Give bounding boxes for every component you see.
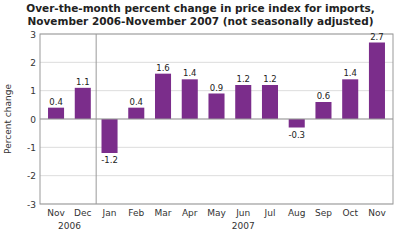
grid-line — [40, 147, 393, 148]
data-label: 1.1 — [76, 77, 90, 87]
y-tick-label: 1 — [30, 86, 36, 96]
separator-line — [96, 34, 97, 204]
y-tick-label: 3 — [30, 30, 36, 40]
grid-line — [40, 119, 393, 120]
data-label: 0.6 — [317, 91, 331, 101]
year-label: 2006 — [58, 221, 81, 231]
grid — [40, 34, 393, 204]
bar — [182, 79, 198, 119]
bar — [289, 119, 305, 128]
bar — [48, 108, 64, 119]
x-tick-label: Dec — [74, 208, 91, 218]
bar — [369, 43, 385, 120]
title: Over-the-month percent change in price i… — [26, 2, 375, 14]
bars — [48, 43, 385, 154]
x-tick-label: Jun — [235, 208, 250, 218]
y-axis-label: Percent change — [3, 84, 13, 154]
chart: Over-the-month percent change in price i… — [0, 0, 401, 238]
bar — [235, 85, 251, 119]
subtitle: November 2006-November 2007 (not seasona… — [28, 15, 374, 27]
grid-line — [40, 175, 393, 176]
x-tick-label: Nov — [47, 208, 65, 218]
x-tick-label: May — [207, 208, 226, 218]
data-label: 0.4 — [130, 97, 144, 107]
x-tick-label: Jul — [264, 208, 276, 218]
bar — [208, 94, 224, 120]
y-tick-label: -2 — [27, 171, 36, 181]
data-label: -0.3 — [288, 130, 305, 140]
y-tick-label: 0 — [30, 115, 36, 125]
data-label: 2.7 — [370, 32, 384, 42]
x-tick-label: Oct — [342, 208, 358, 218]
data-label: 0.4 — [49, 97, 63, 107]
data-label: 0.9 — [210, 83, 224, 93]
bar — [155, 74, 171, 119]
data-label: 1.4 — [343, 68, 357, 78]
zero-line — [40, 119, 393, 120]
data-label: 1.2 — [236, 74, 250, 84]
plot-frame — [40, 34, 393, 204]
x-tick-label: Sep — [315, 208, 332, 218]
y-tick-label: 2 — [30, 58, 36, 68]
x-tick-label: Feb — [128, 208, 144, 218]
x-tick-label: Nov — [368, 208, 386, 218]
bar — [262, 85, 278, 119]
grid-line — [40, 62, 393, 63]
data-label: 1.4 — [183, 68, 197, 78]
data-label: 1.6 — [156, 63, 170, 73]
bar — [128, 108, 144, 119]
data-label: -1.2 — [101, 155, 118, 165]
bar — [75, 88, 91, 119]
bar — [315, 102, 331, 119]
data-label: 1.2 — [263, 74, 277, 84]
x-tick-label: Aug — [288, 208, 306, 218]
y-tick-label: -1 — [27, 143, 36, 153]
bar — [342, 79, 358, 119]
x-tick-label: Jan — [102, 208, 117, 218]
year-label: 2007 — [232, 221, 255, 231]
bar — [102, 119, 118, 153]
x-tick-label: Mar — [155, 208, 172, 218]
y-tick-label: -3 — [27, 200, 36, 210]
x-tick-label: Apr — [182, 208, 198, 218]
